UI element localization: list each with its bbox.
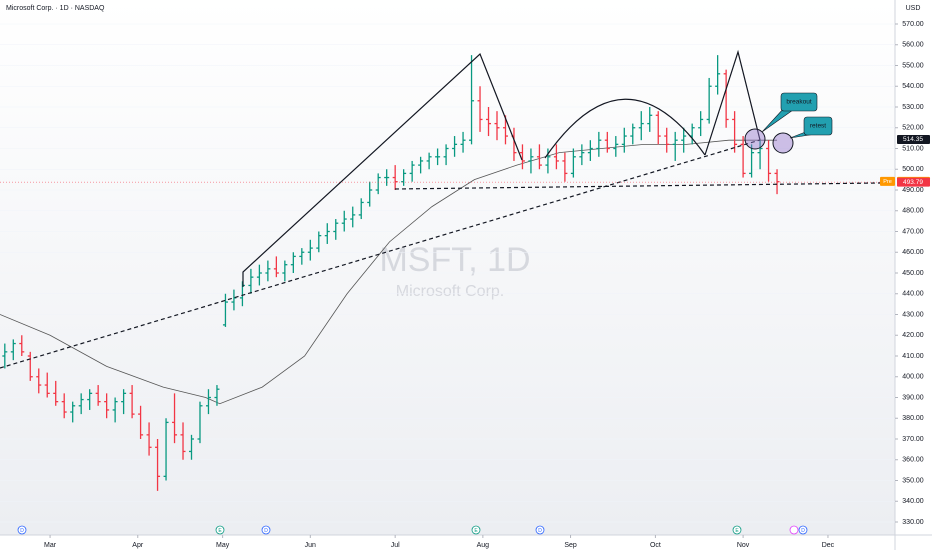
y-tick-label: 560.00 <box>902 42 924 49</box>
last-price: 493.79 <box>903 179 923 186</box>
event-marker <box>798 525 808 535</box>
callout-label: breakout <box>786 99 811 106</box>
event-marker <box>471 525 481 535</box>
highlight-circle <box>744 128 766 150</box>
y-tick-label: 380.00 <box>902 415 924 422</box>
event-label: D <box>264 528 268 534</box>
y-tick-label: 550.00 <box>902 62 924 69</box>
callout-pointer <box>761 106 794 133</box>
event-marker <box>535 525 545 535</box>
event-marker <box>215 525 225 535</box>
ma-price: 514.35 <box>903 136 923 143</box>
drawings <box>0 49 881 369</box>
arc-drawing <box>544 98 706 159</box>
y-tick-label: 400.00 <box>902 374 924 381</box>
watermark: MSFT, 1D <box>379 241 530 279</box>
y-tick-label: 410.00 <box>902 353 924 360</box>
x-tick-label: Oct <box>650 542 661 549</box>
event-marker <box>732 525 742 535</box>
y-tick-label: 390.00 <box>902 394 924 401</box>
event-marker <box>17 525 27 535</box>
y-tick-label: 570.00 <box>902 21 924 28</box>
y-tick-label: 490.00 <box>902 187 924 194</box>
y-tick-label: 360.00 <box>902 457 924 464</box>
y-tick-label: 420.00 <box>902 332 924 339</box>
y-tick-label: 460.00 <box>902 249 924 256</box>
callout-box <box>803 116 833 136</box>
last-price-box <box>897 177 930 187</box>
pre-tag: Pre <box>883 179 892 185</box>
event-label: D <box>538 528 542 534</box>
neckline <box>394 182 881 190</box>
y-tick-label: 540.00 <box>902 83 924 90</box>
event-marker <box>261 525 271 535</box>
trend-drawing <box>704 49 761 156</box>
x-tick-label: Jul <box>391 542 400 549</box>
y-tick-label: 470.00 <box>902 228 924 235</box>
support-line <box>0 139 761 369</box>
event-label: E <box>735 528 739 534</box>
event-label: E <box>474 528 478 534</box>
y-tick-label: 350.00 <box>902 477 924 484</box>
y-tick-label: 530.00 <box>902 104 924 111</box>
ma-price-box <box>897 134 930 144</box>
pre-tag-box <box>880 176 895 186</box>
y-tick-label: 510.00 <box>902 145 924 152</box>
y-tick-label: 480.00 <box>902 208 924 215</box>
event-label: D <box>20 528 24 534</box>
y-tick-label: 520.00 <box>902 125 924 132</box>
event-marker <box>789 525 799 535</box>
chart-title: Microsoft Corp. · 1D · NASDAQ <box>6 5 105 12</box>
callout-label: retest <box>810 123 826 130</box>
x-tick-label: Dec <box>822 542 835 549</box>
y-tick-label: 340.00 <box>902 498 924 505</box>
event-label: E <box>218 528 222 534</box>
y-tick-label: 330.00 <box>902 519 924 526</box>
x-tick-label: Aug <box>477 542 490 549</box>
event-label: D <box>801 528 805 534</box>
x-tick-label: Jun <box>305 542 316 549</box>
currency: USD <box>906 5 921 12</box>
watermark-subtitle: Microsoft Corp. <box>396 283 504 300</box>
y-tick-label: 440.00 <box>902 291 924 298</box>
x-tick-label: Mar <box>44 542 57 549</box>
x-tick-label: Sep <box>564 542 577 549</box>
y-tick-label: 370.00 <box>902 436 924 443</box>
trend-drawing <box>242 52 523 287</box>
x-tick-label: Apr <box>132 542 144 549</box>
highlight-circle <box>772 132 794 154</box>
x-tick-label: Nov <box>737 542 750 549</box>
x-tick-label: May <box>216 542 230 549</box>
y-tick-label: 450.00 <box>902 270 924 277</box>
y-tick-label: 500.00 <box>902 166 924 173</box>
y-tick-label: 430.00 <box>902 311 924 318</box>
callout-box <box>780 92 818 112</box>
moving-average <box>0 139 778 405</box>
